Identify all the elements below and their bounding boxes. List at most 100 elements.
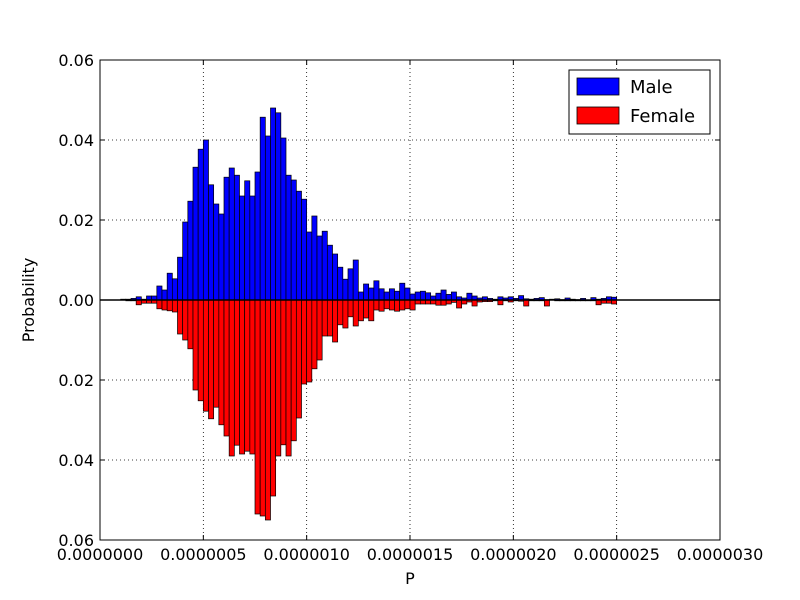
x-tick-label: 0.0000010 [263,545,350,564]
x-tick-label: 0.0000020 [470,545,557,564]
bar-male [311,215,318,301]
bar-male [280,137,287,301]
bar-female [368,299,375,322]
bar-male [197,148,204,301]
bar-female [435,299,442,306]
bar-male [368,287,375,301]
bar-female [321,299,328,337]
bar-male [337,266,344,301]
x-tick-label: 0.0000025 [573,545,660,564]
x-tick-label: 0.0000015 [367,545,454,564]
bar-female [342,299,349,329]
bar-female [192,299,199,391]
bar-male [192,166,199,301]
bar-female [404,299,411,310]
bar-female [373,299,380,311]
bar-male [233,174,240,301]
bar-male [187,200,194,301]
y-tick-label: 0.04 [58,131,94,150]
legend-label-female: Female [630,106,695,127]
legend-swatch-male [576,77,620,96]
bar-male [404,287,411,301]
bar-male [326,244,333,301]
bar-female [347,299,354,318]
bar-male [373,280,380,301]
bar-female [332,299,339,343]
y-tick-label: 0.06 [58,531,94,550]
bar-female [363,299,370,319]
bar-male [301,198,308,301]
bar-female [352,299,359,327]
bar-female [249,299,256,455]
bar-female [197,299,204,402]
y-tick-label: 0.04 [58,451,94,470]
bar-female [264,299,271,521]
bar-female [213,299,220,408]
bar-female [166,299,173,312]
bar-male [435,292,442,301]
bar-female [202,299,209,412]
bar-male [161,289,168,301]
x-tick-label: 0.0000005 [160,545,247,564]
bar-male [239,195,246,301]
bar-male [290,179,297,301]
bar-male [394,290,401,301]
bar-female [239,299,246,455]
bar-female [223,299,230,437]
y-tick-label: 0.06 [58,51,94,70]
y-tick-label: 0.02 [58,211,94,230]
bar-male [218,213,225,301]
bar-male [466,292,473,301]
bar-female [326,299,333,337]
bar-male [440,289,447,301]
bar-female [388,299,395,311]
bar-male [177,256,184,301]
bar-female [399,299,406,311]
bar-male [306,231,313,301]
bar-female [471,299,478,307]
bar-female [295,299,302,419]
bar-female [275,299,282,457]
bar-male [182,221,189,301]
bar-female [409,299,416,311]
bar-male [425,292,432,301]
bar-male [171,278,178,301]
legend: Male Female [568,69,711,135]
bar-female [182,299,189,341]
bar-male [208,184,215,301]
x-tick-label: 0.0000000 [57,545,144,564]
y-axis-label: Probability [19,258,38,343]
bar-male [419,290,426,301]
bar-female [456,299,463,309]
bar-male [285,174,292,301]
bar-male [321,230,328,301]
bar-male [450,291,457,301]
bar-male [249,195,256,301]
bar-female [228,299,235,457]
bar-female [523,299,530,307]
bar-male [445,294,452,301]
bar-male [378,288,385,301]
bar-female [187,299,194,350]
bar-male [270,107,277,301]
bar-male [213,203,220,301]
bar-male [275,112,282,301]
bar-female [285,299,292,457]
bar-male [228,167,235,301]
bar-female [208,299,215,420]
bar-female [233,299,240,446]
bar-female [290,299,297,442]
legend-swatch-female [576,106,620,125]
bar-female [244,299,251,452]
bar-male [166,272,173,301]
bar-male [223,176,230,301]
bar-female [161,299,168,311]
bar-female [357,299,364,322]
bar-male [264,135,271,301]
bar-male [332,253,339,301]
y-tick-label: 0.02 [58,371,94,390]
bar-female [306,299,313,383]
bar-male [399,282,406,301]
bar-male [259,116,266,301]
